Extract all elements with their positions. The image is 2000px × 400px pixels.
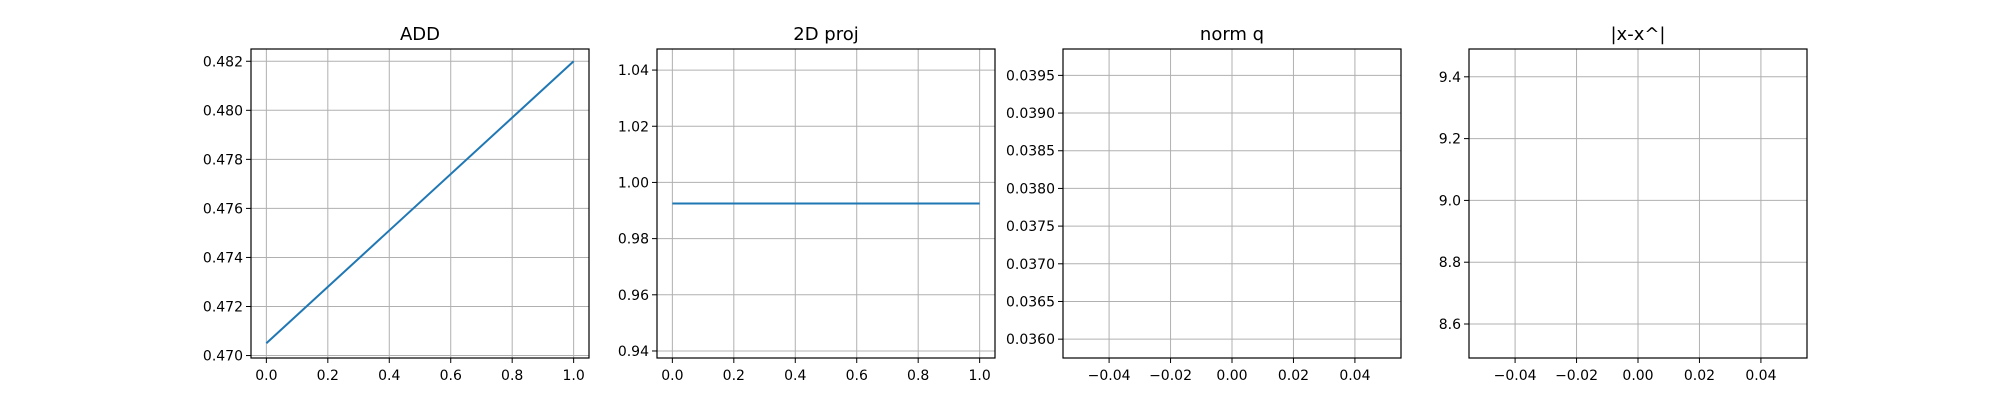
x-tick-label: −0.02 — [1555, 368, 1598, 384]
y-tick-label: 0.472 — [203, 300, 243, 316]
y-tick-label: 0.96 — [618, 288, 649, 304]
y-tick-label: 8.6 — [1439, 317, 1461, 333]
x-tick-label: 0.02 — [1684, 368, 1715, 384]
x-tick-label: 0.0 — [661, 368, 683, 384]
x-tick-label: 0.02 — [1278, 368, 1309, 384]
subplot: 0.0 0.2 0.4 0.6 0.8 1.0 0.470 0.472 0.474 0.476 0.… — [203, 24, 590, 384]
x-tick-label: 0.6 — [440, 368, 462, 384]
subplot: −0.04 −0.02 0.00 0.02 0.04 0.0360 0.0365 0.0370… — [1006, 24, 1402, 384]
x-tick-label: 0.6 — [846, 368, 868, 384]
x-tick-label: −0.04 — [1494, 368, 1537, 384]
y-tick-label: 0.0360 — [1006, 332, 1055, 348]
y-tick-label: 0.0395 — [1006, 68, 1055, 84]
x-tick-label: 0.0 — [255, 368, 277, 384]
x-tick-label: 1.0 — [969, 368, 991, 384]
y-tick-label: 1.04 — [618, 63, 649, 79]
y-tick-label: 0.94 — [618, 344, 649, 360]
x-tick-label: 1.0 — [563, 368, 585, 384]
y-tick-label: 8.8 — [1439, 255, 1461, 271]
x-tick-label: 0.04 — [1745, 368, 1776, 384]
chart-title: norm q — [1200, 24, 1264, 45]
x-tick-label: 0.4 — [784, 368, 806, 384]
axes-frame — [656, 48, 996, 359]
y-tick-label: 0.476 — [203, 201, 243, 217]
chart-title: 2D proj — [793, 24, 858, 45]
x-tick-label: 0.00 — [1622, 368, 1653, 384]
x-tick-label: 0.8 — [907, 368, 929, 384]
subplots: 0.0 0.2 0.4 0.6 0.8 1.0 0.470 0.472 0.474 0.476 0.… — [203, 24, 1808, 384]
x-tick-label: 0.04 — [1339, 368, 1370, 384]
y-tick-label: 0.0375 — [1006, 219, 1055, 235]
x-tick-label: 0.00 — [1216, 368, 1247, 384]
x-tick-label: 0.2 — [723, 368, 745, 384]
subplot: −0.04 −0.02 0.00 0.02 0.04 8.6 8.8 9.0 9.2 9.4 |x-… — [1439, 24, 1808, 384]
y-tick-label: 1.00 — [618, 175, 649, 191]
y-tick-label: 0.0390 — [1006, 106, 1055, 122]
y-tick-label: 9.4 — [1439, 70, 1461, 86]
y-tick-label: 0.0370 — [1006, 257, 1055, 273]
subplot: 0.0 0.2 0.4 0.6 0.8 1.0 0.94 0.96 0.98 1.00 1.02 1.… — [618, 24, 996, 384]
y-tick-label: 0.98 — [618, 232, 649, 248]
y-tick-label: 0.470 — [203, 349, 243, 365]
y-tick-label: 9.2 — [1439, 132, 1461, 148]
y-tick-label: 0.0385 — [1006, 144, 1055, 160]
x-tick-label: −0.04 — [1088, 368, 1131, 384]
y-tick-label: 0.480 — [203, 103, 243, 119]
chart-title: |x-x^| — [1610, 24, 1665, 45]
y-tick-label: 0.482 — [203, 54, 243, 70]
y-tick-label: 1.02 — [618, 119, 649, 135]
series-line — [265, 60, 575, 345]
x-tick-label: 0.2 — [317, 368, 339, 384]
x-tick-label: 0.8 — [501, 368, 523, 384]
chart-title: ADD — [400, 24, 440, 45]
axes-frame — [250, 48, 590, 359]
y-tick-label: 0.478 — [203, 152, 243, 168]
y-tick-label: 0.0365 — [1006, 294, 1055, 310]
y-tick-label: 9.0 — [1439, 193, 1461, 209]
y-tick-label: 0.0380 — [1006, 181, 1055, 197]
y-tick-label: 0.474 — [203, 250, 243, 266]
x-tick-label: 0.4 — [378, 368, 400, 384]
x-tick-label: −0.02 — [1149, 368, 1192, 384]
